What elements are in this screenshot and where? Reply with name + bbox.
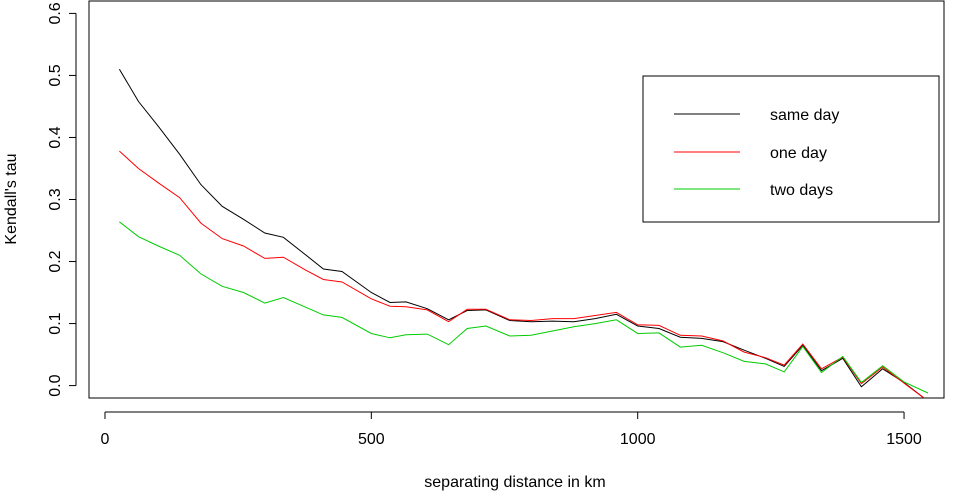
y-tick-label: 0.5 <box>47 64 64 86</box>
x-axis: 0 500 1000 1500 <box>101 411 922 448</box>
plot-frame <box>88 0 945 399</box>
y-tick-label: 0.4 <box>47 126 64 148</box>
legend-box <box>642 75 940 223</box>
y-axis: 0.0 0.1 0.2 0.3 0.4 0.5 0.6 <box>47 2 77 397</box>
x-tick-label: 0 <box>101 431 110 448</box>
series-layer <box>118 68 929 398</box>
legend-label: two days <box>770 182 833 199</box>
x-axis-label: separating distance in km <box>424 474 605 491</box>
y-axis-label: Kendall's tau <box>3 153 20 244</box>
legend: same day one day two days <box>642 75 940 223</box>
x-tick-label: 1000 <box>620 431 656 448</box>
y-tick-label: 0.6 <box>47 2 64 24</box>
y-tick-label: 0.3 <box>47 188 64 210</box>
legend-label: one day <box>770 145 827 162</box>
x-tick-label: 1500 <box>886 431 922 448</box>
series-line-same-day <box>118 68 925 398</box>
series-line-one-day <box>119 150 925 398</box>
legend-label: same day <box>770 107 839 124</box>
x-tick-label: 500 <box>358 431 385 448</box>
y-tick-label: 0.2 <box>47 250 64 272</box>
series-line-two-days <box>119 221 929 394</box>
y-tick-label: 0.0 <box>47 374 64 396</box>
y-tick-label: 0.1 <box>47 312 64 334</box>
